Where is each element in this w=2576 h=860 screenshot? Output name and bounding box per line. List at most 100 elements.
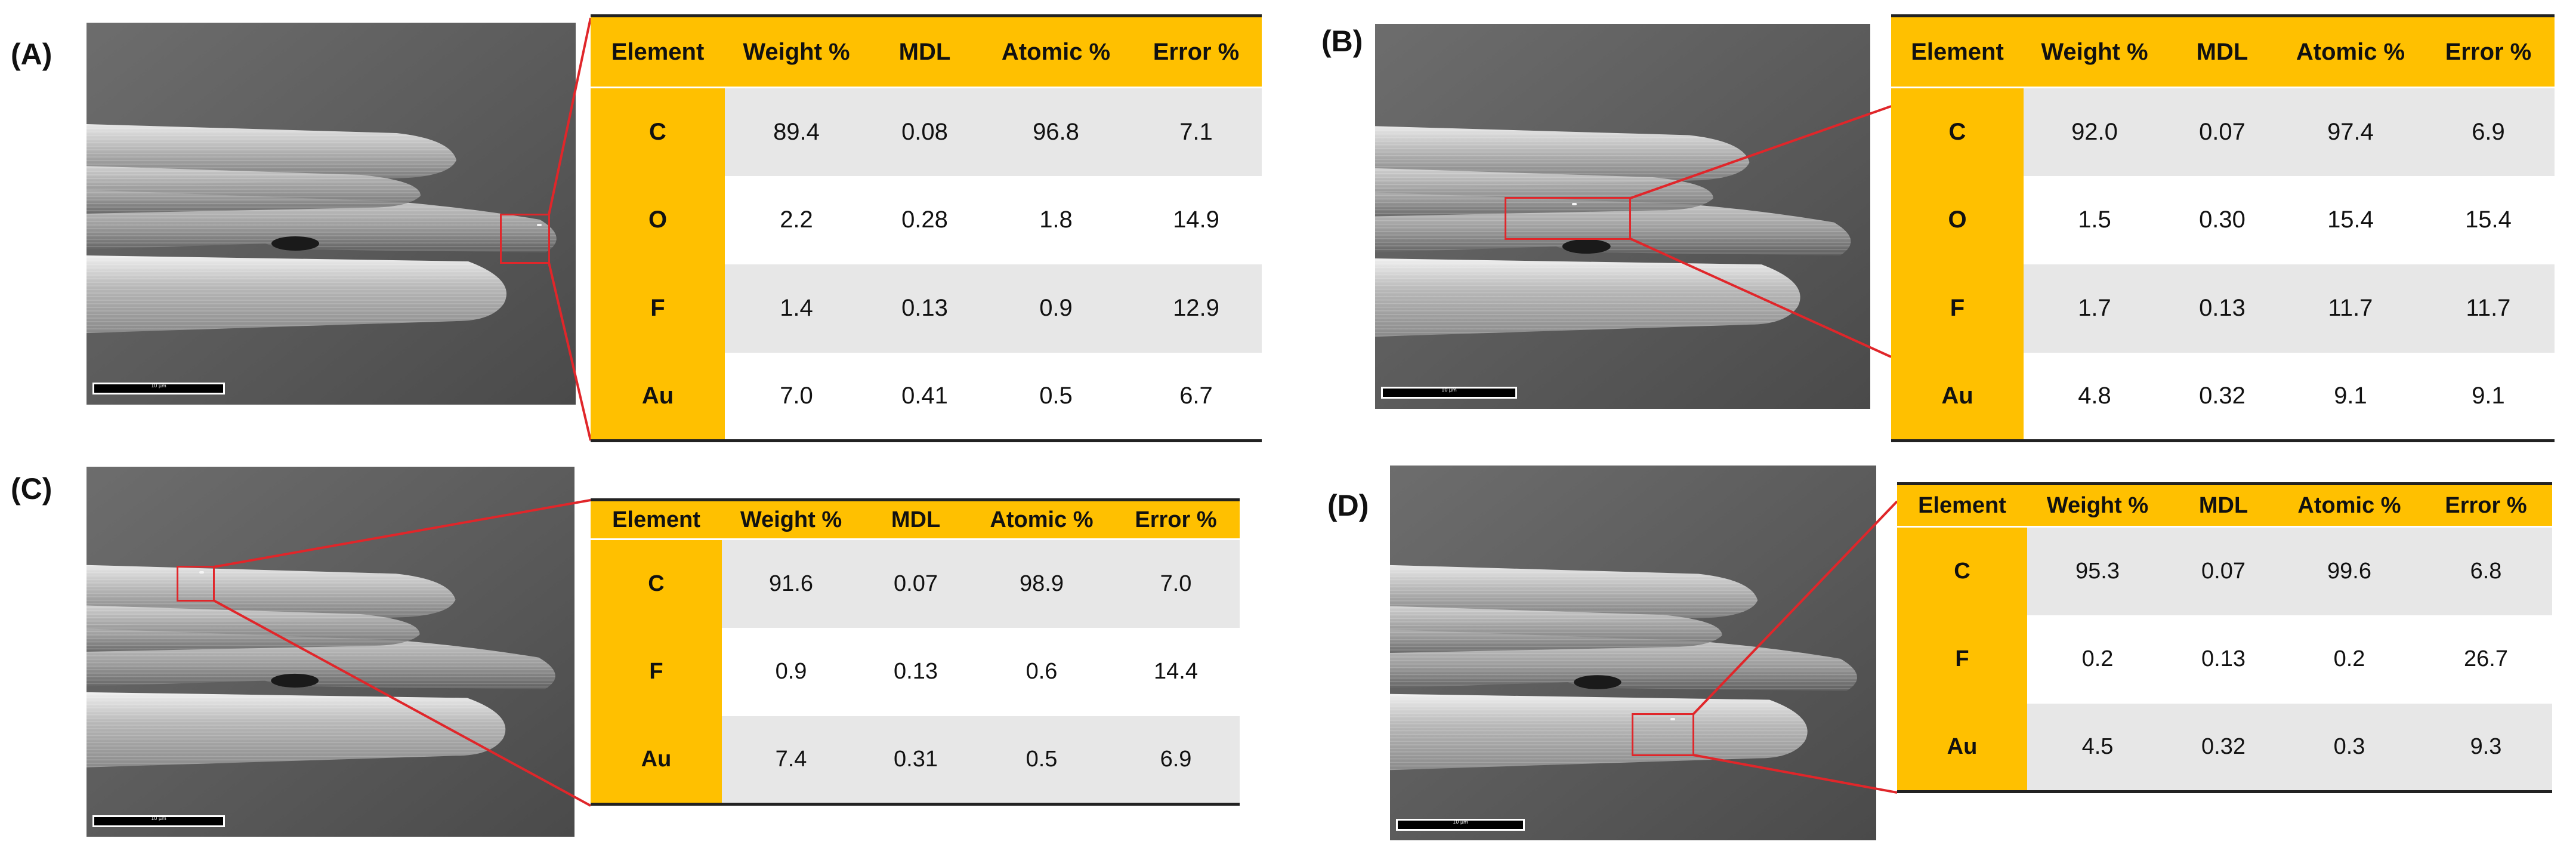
panel-label-c: (C) [11,472,52,505]
column-header: Error % [2422,14,2555,88]
scale-bar-label: 10 µm [151,383,166,389]
atomic-cell: 97.4 [2279,87,2422,176]
mdl-cell: 0.07 [860,539,971,628]
sem-image-a: 10 µm [87,23,576,405]
column-header: Weight % [722,498,860,540]
column-header: Element [591,498,722,540]
column-header: Atomic % [981,14,1131,88]
atomic-cell: 11.7 [2279,264,2422,353]
roi-tag-b [1572,203,1577,205]
weight-cell: 1.5 [2024,175,2166,264]
scale-bar: 10 µm [1381,387,1517,399]
table-row: C 91.6 0.07 98.9 7.0 [591,539,1240,628]
element-cell: C [591,87,725,176]
atomic-cell: 0.2 [2279,615,2420,704]
atomic-cell: 0.9 [981,264,1131,353]
column-header: Error % [2420,482,2552,528]
weight-cell: 89.4 [725,87,868,176]
error-cell: 9.1 [2422,352,2555,442]
mdl-cell: 0.41 [868,352,981,442]
mdl-cell: 0.32 [2168,703,2279,793]
scale-bar: 10 µm [92,815,225,827]
element-cell: O [591,175,725,264]
table-row: F 1.4 0.13 0.9 12.9 [591,264,1262,353]
column-header: Atomic % [2279,482,2420,528]
element-cell: C [591,539,722,628]
column-header: MDL [2168,482,2279,528]
panel-label-a: (A) [11,38,52,71]
table-row: F 0.9 0.13 0.6 14.4 [591,627,1240,716]
atomic-cell: 15.4 [2279,175,2422,264]
atomic-cell: 99.6 [2279,526,2420,615]
table-row: C 92.0 0.07 97.4 6.9 [1891,87,2555,176]
element-cell: C [1897,526,2027,615]
table-row: F 0.2 0.13 0.2 26.7 [1897,615,2552,704]
element-cell: Au [591,716,722,806]
table-row: Au 4.5 0.32 0.3 9.3 [1897,703,2552,793]
scale-bar-label: 10 µm [1453,819,1468,825]
mdl-cell: 0.08 [868,87,981,176]
error-cell: 6.9 [2422,87,2555,176]
eds-table-a: Element Weight % MDL Atomic % Error % C … [591,14,1262,442]
weight-cell: 92.0 [2024,87,2166,176]
panel-label-b: (B) [1321,24,1363,58]
atomic-cell: 1.8 [981,175,1131,264]
column-header: MDL [868,14,981,88]
error-cell: 15.4 [2422,175,2555,264]
weight-cell: 7.0 [725,352,868,442]
roi-tag-d [1670,718,1675,720]
element-cell: F [591,264,725,353]
table-row: C 95.3 0.07 99.6 6.8 [1897,526,2552,615]
column-header: Element [591,14,725,88]
mdl-cell: 0.13 [2166,264,2279,353]
mdl-cell: 0.32 [2166,352,2279,442]
table-row: Au 7.0 0.41 0.5 6.7 [591,352,1262,442]
error-cell: 7.0 [1112,539,1240,628]
column-header: Error % [1112,498,1240,540]
error-cell: 12.9 [1131,264,1262,353]
error-cell: 6.7 [1131,352,1262,442]
table-row: Au 7.4 0.31 0.5 6.9 [591,716,1240,806]
atomic-cell: 96.8 [981,87,1131,176]
atomic-cell: 98.9 [971,539,1112,628]
column-header: Weight % [725,14,868,88]
element-cell: O [1891,175,2024,264]
weight-cell: 95.3 [2027,526,2168,615]
atomic-cell: 0.6 [971,627,1112,716]
element-cell: F [591,627,722,716]
scale-bar: 10 µm [92,383,225,394]
column-header: Element [1897,482,2027,528]
mdl-cell: 0.31 [860,716,971,806]
atomic-cell: 0.3 [2279,703,2420,793]
table-row: O 2.2 0.28 1.8 14.9 [591,175,1262,264]
scale-bar: 10 µm [1396,819,1525,831]
column-header: Error % [1131,14,1262,88]
error-cell: 9.3 [2420,703,2552,793]
element-cell: F [1891,264,2024,353]
scale-bar-label: 10 µm [151,816,166,821]
table-row: Au 4.8 0.32 9.1 9.1 [1891,352,2555,442]
mdl-cell: 0.07 [2168,526,2279,615]
roi-box-b [1505,197,1631,240]
table-row: F 1.7 0.13 11.7 11.7 [1891,264,2555,353]
sem-image-b: 10 µm [1375,24,1870,409]
table-row: O 1.5 0.30 15.4 15.4 [1891,175,2555,264]
error-cell: 6.8 [2420,526,2552,615]
column-header: Element [1891,14,2024,88]
column-header: MDL [860,498,971,540]
column-header: MDL [2166,14,2279,88]
mdl-cell: 0.13 [860,627,971,716]
eds-table-d: Element Weight % MDL Atomic % Error % C … [1897,482,2552,793]
column-header: Atomic % [971,498,1112,540]
element-cell: F [1897,615,2027,704]
roi-box-c [177,566,215,602]
error-cell: 7.1 [1131,87,1262,176]
column-header: Atomic % [2279,14,2422,88]
atomic-cell: 9.1 [2279,352,2422,442]
sem-image-c: 10 µm [87,467,574,837]
weight-cell: 1.4 [725,264,868,353]
mdl-cell: 0.13 [2168,615,2279,704]
mdl-cell: 0.28 [868,175,981,264]
atomic-cell: 0.5 [971,716,1112,806]
weight-cell: 91.6 [722,539,860,628]
